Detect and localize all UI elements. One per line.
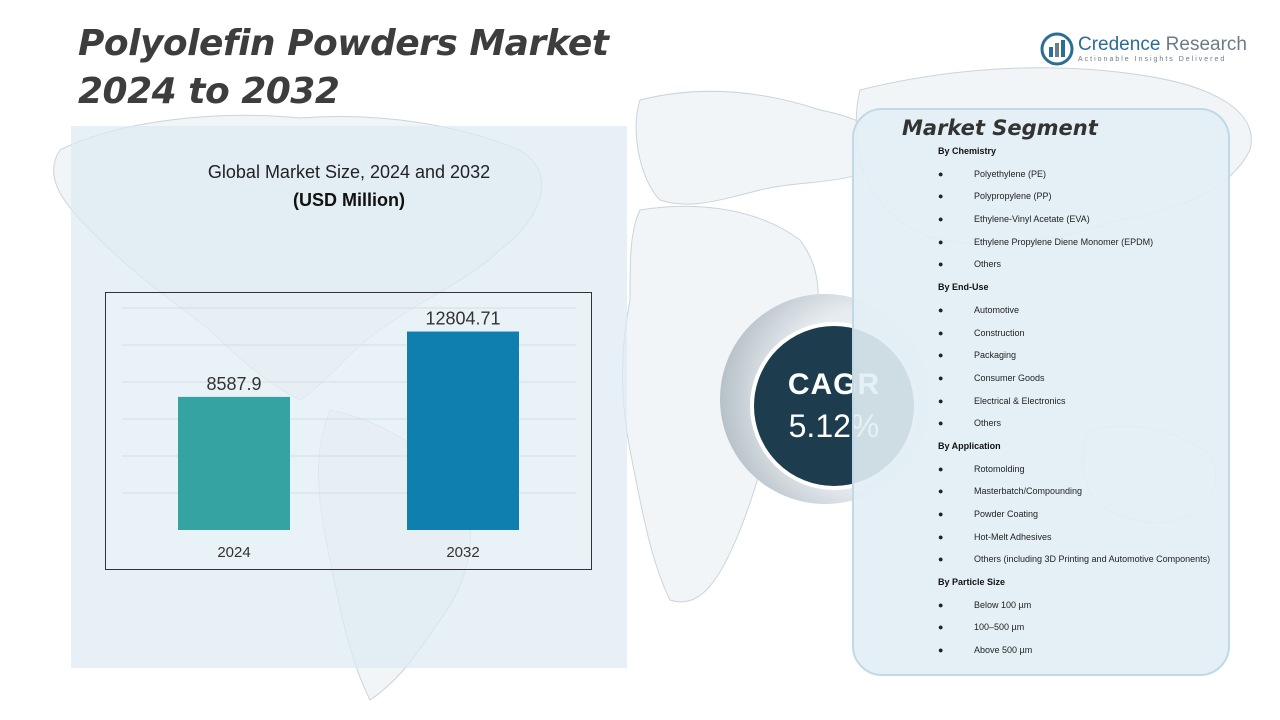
bullet-icon: ● xyxy=(938,259,944,270)
segment-item-label: Rotomolding xyxy=(974,463,1025,474)
chart-unit: (USD Million) xyxy=(293,190,405,210)
bullet-icon: ● xyxy=(938,418,944,429)
segment-group-title: By Application xyxy=(938,440,1001,451)
segment-list-item: ● Masterbatch/Compounding xyxy=(938,483,1230,506)
segment-list: By Chemistry ● Polyethylene (PE) ● Polypropy… xyxy=(938,143,1230,665)
bullet-icon: ● xyxy=(938,622,944,633)
segment-list-item: ● Rotomolding xyxy=(938,461,1230,484)
bullet-icon: ● xyxy=(938,168,944,179)
segment-list-item: ● Packaging xyxy=(938,347,1230,370)
segment-list-item: ● Construction xyxy=(938,325,1230,348)
bullet-icon: ● xyxy=(938,395,944,406)
segment-list-item: ● Ethylene Propylene Diene Monomer (EPDM) xyxy=(938,234,1230,257)
segment-group-title: By End-Use xyxy=(938,282,989,293)
segment-list-item: ● Polypropylene (PP) xyxy=(938,188,1230,211)
bullet-icon: ● xyxy=(938,486,944,497)
segment-item-label: Hot-Melt Adhesives xyxy=(974,531,1052,542)
segment-list-item: ● Polyethylene (PE) xyxy=(938,166,1230,189)
chart-heading: Global Market Size, 2024 and 2032 xyxy=(207,162,491,182)
segment-item-label: Others xyxy=(974,259,1002,270)
brand-logo: Credence Research Actionable Insights De… xyxy=(1040,32,1260,72)
segment-item-label: Others xyxy=(974,418,1002,429)
chart-panel: Global Market Size, 2024 and 2032 (USD M… xyxy=(71,126,627,668)
segment-list-item: ● Others xyxy=(938,256,1230,279)
bullet-icon: ● xyxy=(938,327,944,338)
page-title: Polyolefin Powders Market 2024 to 2032 xyxy=(78,20,609,116)
bar-2024 xyxy=(178,396,290,530)
segment-item-label: Ethylene-Vinyl Acetate (EVA) xyxy=(974,214,1090,225)
segment-item-label: Consumer Goods xyxy=(974,372,1045,383)
bullet-icon: ● xyxy=(938,509,944,519)
segment-list-item: ● Electrical & Electronics xyxy=(938,393,1230,416)
segment-item-label: Electrical & Electronics xyxy=(974,395,1066,406)
segment-item-label: Below 100 µm xyxy=(974,599,1032,610)
segment-item-label: Ethylene Propylene Diene Monomer (EPDM) xyxy=(974,236,1154,247)
market-segment-panel: Market Segment By Chemistry ● Polyethylene… xyxy=(852,108,1230,676)
bullet-icon: ● xyxy=(938,350,944,361)
x-tick-label: 2024 xyxy=(217,544,250,561)
segment-item-label: Masterbatch/Compounding xyxy=(974,486,1083,497)
segment-item-label: Packaging xyxy=(974,350,1017,361)
title-line-1: Polyolefin Powders Market xyxy=(78,23,609,64)
segment-title: Market Segment xyxy=(902,116,1098,140)
bar-chart-svg: 8587.9 2024 12804.71 2032 xyxy=(122,307,576,561)
segment-item-label: Polyethylene (PE) xyxy=(974,168,1047,179)
bullet-icon: ● xyxy=(938,531,944,542)
segment-item-label: Above 500 µm xyxy=(974,645,1033,656)
bullet-icon: ● xyxy=(938,645,944,656)
segment-list-item: ● Consumer Goods xyxy=(938,370,1230,393)
segment-list-item: ● Automotive xyxy=(938,302,1230,325)
bullet-icon: ● xyxy=(938,191,944,202)
segment-item-label: Automotive xyxy=(974,304,1020,315)
segment-item-label: Powder Coating xyxy=(974,509,1039,519)
brand-name-part-1: Credence xyxy=(1078,34,1161,55)
bullet-icon: ● xyxy=(938,214,944,225)
bar-2032 xyxy=(407,331,519,530)
bullet-icon: ● xyxy=(938,554,944,565)
segment-list-item: ● Above 500 µm xyxy=(938,642,1230,665)
title-line-2: 2024 to 2032 xyxy=(78,71,340,112)
segment-list-item: ● Below 100 µm xyxy=(938,597,1230,620)
segment-list-item: ● Others (including 3D Printing and Autom… xyxy=(938,551,1230,574)
bullet-icon: ● xyxy=(938,304,944,315)
segment-item-label: Construction xyxy=(974,327,1025,338)
bullet-icon: ● xyxy=(938,463,944,474)
bar-chart: 8587.9 2024 12804.71 2032 xyxy=(105,292,592,570)
segment-list-item: ● Hot-Melt Adhesives xyxy=(938,529,1230,552)
segment-group-title: By Particle Size xyxy=(938,577,1006,588)
logo-mark-icon xyxy=(1040,32,1074,66)
segment-list-item: ● Powder Coating xyxy=(938,506,1230,529)
segment-item-label: Polypropylene (PP) xyxy=(974,191,1052,202)
brand-name: Credence Research xyxy=(1078,34,1247,56)
bullet-icon: ● xyxy=(938,236,944,247)
bar-value-label: 12804.71 xyxy=(425,309,500,329)
bullet-icon: ● xyxy=(938,372,944,383)
segment-list-item: ● Ethylene-Vinyl Acetate (EVA) xyxy=(938,211,1230,234)
bullet-icon: ● xyxy=(938,599,944,610)
segment-group-title: By Chemistry xyxy=(938,146,997,156)
x-tick-label: 2032 xyxy=(446,544,479,561)
brand-tagline: Actionable Insights Delivered xyxy=(1078,56,1227,63)
segment-list-item: ● Others xyxy=(938,415,1230,438)
segment-item-label: Others (including 3D Printing and Automo… xyxy=(974,554,1211,565)
segment-list-item: ● 100–500 µm xyxy=(938,619,1230,642)
brand-name-part-2: Research xyxy=(1160,34,1247,55)
bar-value-label: 8587.9 xyxy=(206,374,261,394)
segment-item-label: 100–500 µm xyxy=(974,622,1025,633)
